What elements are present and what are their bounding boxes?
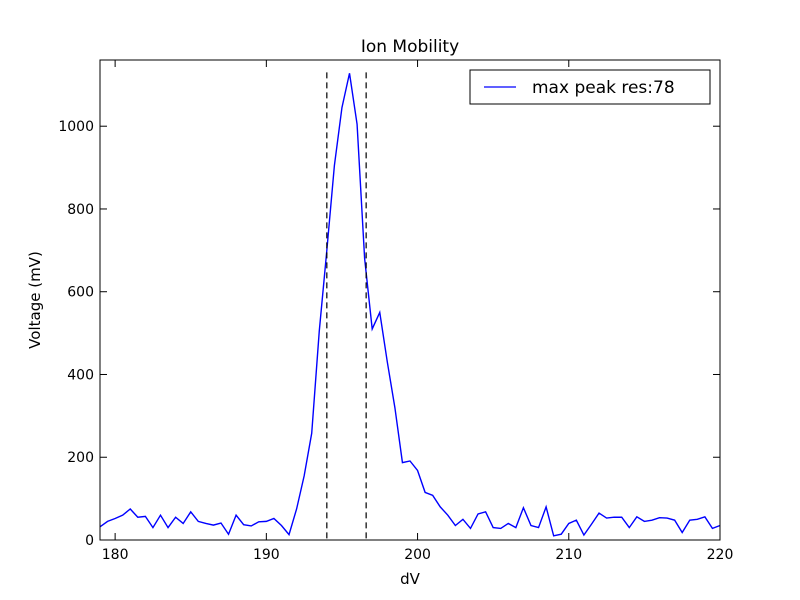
y-tick-label: 200: [67, 450, 94, 466]
y-tick-label: 400: [67, 367, 94, 383]
axis-ticks: 180 190 200 210 220 0 200 400 600 800 1000: [58, 60, 733, 563]
chart-title: Ion Mobility: [361, 37, 459, 57]
x-tick-label: 200: [404, 547, 431, 563]
y-tick-label: 800: [67, 202, 94, 218]
y-tick-label: 1000: [58, 119, 94, 135]
legend-entry-label: max peak res:78: [532, 78, 675, 98]
y-tick-label: 600: [67, 285, 94, 301]
x-tick-label: 220: [707, 547, 734, 563]
x-axis-label: dV: [400, 570, 421, 588]
series-line-0: [99, 73, 721, 537]
plot-frame: [99, 59, 721, 541]
x-tick-label: 210: [555, 547, 582, 563]
legend: max peak res:78: [469, 69, 711, 105]
plot-area: [99, 72, 721, 540]
x-tick-label: 190: [253, 547, 280, 563]
x-tick-label: 180: [102, 547, 129, 563]
y-tick-label: 0: [85, 533, 94, 549]
y-axis-label: Voltage (mV): [26, 251, 44, 349]
